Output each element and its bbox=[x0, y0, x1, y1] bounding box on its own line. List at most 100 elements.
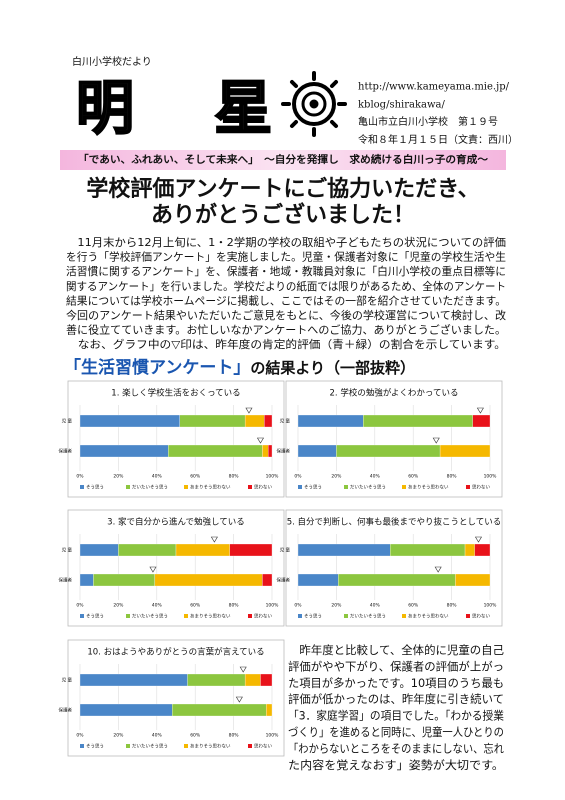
bar-segment bbox=[79, 673, 188, 687]
x-tick-label: 20% bbox=[113, 474, 124, 480]
legend-label: だいたいそう思う bbox=[132, 484, 168, 491]
bar-segment bbox=[187, 673, 246, 687]
category-label: 保護者 bbox=[59, 448, 73, 455]
bar-segment bbox=[244, 414, 265, 428]
x-tick-label: 0% bbox=[294, 603, 302, 609]
prev-year-marker bbox=[235, 696, 243, 703]
prev-year-marker bbox=[476, 407, 484, 414]
closing-line: 評価がやや下がり、保護者の評価が上がっ bbox=[288, 659, 504, 673]
section-title-highlight: 「生活習慣アンケート」 bbox=[64, 357, 250, 378]
closing-line: 昨年度と比較して、全体的に児童の自己 bbox=[288, 643, 504, 657]
chart-frame bbox=[285, 509, 503, 627]
x-tick-label: 100% bbox=[484, 474, 498, 480]
bar-segment bbox=[93, 573, 156, 587]
bar-segment bbox=[474, 543, 491, 557]
body-text: 11月末から12月上旬に、1・2学期の学校の取組や子どもたちの状況についての評価… bbox=[66, 235, 506, 351]
legend-label: あまりそう思わない bbox=[408, 484, 449, 491]
category-label: 児 童 bbox=[62, 677, 73, 684]
prev-year-marker bbox=[434, 566, 442, 573]
bar-segment bbox=[439, 444, 491, 458]
newsletter-title: 明 星 bbox=[76, 74, 302, 142]
legend-label: 思わない bbox=[254, 484, 272, 491]
chart-title: 10. おはようやありがとうの言葉が言えている bbox=[87, 647, 264, 658]
x-tick-label: 80% bbox=[447, 603, 458, 609]
chart-frame bbox=[285, 380, 503, 498]
body-line: なお、グラフ中の▽印は、昨年度の肯定的評価（青＋緑）の割合を示しています。 bbox=[66, 337, 506, 351]
bar-segment bbox=[172, 703, 267, 717]
bar-segment bbox=[262, 444, 269, 458]
legend-label: あまりそう思わない bbox=[190, 743, 231, 750]
legend-swatch bbox=[80, 744, 84, 748]
x-tick-label: 20% bbox=[331, 474, 342, 480]
category-label: 児 童 bbox=[280, 418, 291, 425]
bar-segment bbox=[336, 444, 441, 458]
bar-segment bbox=[79, 444, 169, 458]
legend-label: だいたいそう思う bbox=[132, 743, 168, 750]
bar-segment bbox=[262, 573, 273, 587]
legend-label: あまりそう思わない bbox=[190, 484, 231, 491]
x-tick-label: 0% bbox=[76, 733, 84, 739]
x-tick-label: 80% bbox=[229, 474, 240, 480]
chart-frame bbox=[67, 639, 285, 757]
prev-year-marker bbox=[245, 407, 253, 414]
legend-swatch bbox=[126, 485, 130, 489]
section-title-rest: の結果より（一部抜粋） bbox=[250, 359, 415, 377]
bar-segment bbox=[229, 543, 273, 557]
legend-label: そう思う bbox=[86, 613, 104, 620]
bar-segment bbox=[79, 703, 173, 717]
x-tick-label: 60% bbox=[408, 474, 419, 480]
bar-segment bbox=[472, 414, 491, 428]
bar-segment bbox=[297, 543, 391, 557]
x-tick-label: 100% bbox=[266, 603, 280, 609]
x-tick-label: 0% bbox=[294, 474, 302, 480]
legend-swatch bbox=[298, 485, 302, 489]
x-tick-label: 80% bbox=[229, 733, 240, 739]
bar-segment bbox=[464, 543, 475, 557]
prev-year-marker bbox=[149, 566, 157, 573]
chart: 3. 家で自分から進んで勉強している 0% 20% 40% 60% 80% 100% 児 童保… bbox=[59, 509, 285, 627]
category-label: 保護者 bbox=[59, 577, 73, 584]
body-line: 善に役立てていきます。お忙しいなかアンケートへのご協力、ありがとうございました。 bbox=[66, 323, 506, 337]
x-tick-label: 60% bbox=[408, 603, 419, 609]
bar-segment bbox=[79, 414, 180, 428]
bar-segment bbox=[266, 703, 273, 717]
x-tick-label: 60% bbox=[190, 733, 201, 739]
legend-swatch bbox=[248, 614, 252, 618]
prev-year-marker bbox=[474, 536, 483, 543]
legend-label: だいたいそう思う bbox=[350, 484, 386, 491]
legend-swatch bbox=[80, 614, 84, 618]
bar-segment bbox=[168, 444, 263, 458]
closing-text: 昨年度と比較して、全体的に児童の自己評価がやや下がり、保護者の評価が上がった項目… bbox=[288, 643, 504, 772]
x-tick-label: 40% bbox=[152, 603, 163, 609]
chart: 5. 自分で判断し、何事も最後までやり抜こうとしている 0% 20% 40% 60% 80… bbox=[277, 509, 503, 627]
legend-swatch bbox=[248, 485, 252, 489]
body-line: 結果については学校ホームページに掲載し、ここではその一部を紹介させていただきます… bbox=[66, 293, 506, 307]
x-tick-label: 0% bbox=[76, 474, 84, 480]
chart: 2. 学校の勉強がよくわかっている 0% 20% 40% 60% 80% 100% 児 童保護… bbox=[277, 380, 503, 498]
legend-swatch bbox=[402, 485, 406, 489]
bar-segment bbox=[244, 673, 261, 687]
legend-swatch bbox=[126, 744, 130, 748]
body-line: 活習慣に関するアンケート」を、保護者・地域・教職員対象に「白川小学校の重点目標等… bbox=[66, 264, 506, 278]
x-tick-label: 40% bbox=[370, 474, 381, 480]
motto-banner bbox=[60, 150, 506, 170]
newsletter-label: 白川小学校だより bbox=[72, 55, 152, 68]
legend-label: そう思う bbox=[86, 484, 104, 491]
legend-label: そう思う bbox=[304, 484, 322, 491]
x-tick-label: 60% bbox=[190, 603, 201, 609]
closing-line: た内容を覚えなおす」姿勢が大切です。 bbox=[288, 758, 504, 772]
bar-segment bbox=[79, 543, 119, 557]
url-line: kblog/shirakawa/ bbox=[358, 100, 446, 111]
bar-segment bbox=[268, 444, 273, 458]
x-tick-label: 40% bbox=[152, 733, 163, 739]
bar-segment bbox=[79, 573, 94, 587]
prev-year-marker bbox=[432, 437, 440, 444]
category-label: 保護者 bbox=[277, 577, 291, 584]
legend-swatch bbox=[298, 614, 302, 618]
bar-segment bbox=[260, 673, 273, 687]
chart-title: 3. 家で自分から進んで勉強している bbox=[107, 517, 245, 528]
chart: 10. おはようやありがとうの言葉が言えている 0% 20% 40% 60% 80% 100… bbox=[59, 639, 285, 757]
legend-swatch bbox=[466, 485, 470, 489]
x-tick-label: 60% bbox=[190, 474, 201, 480]
